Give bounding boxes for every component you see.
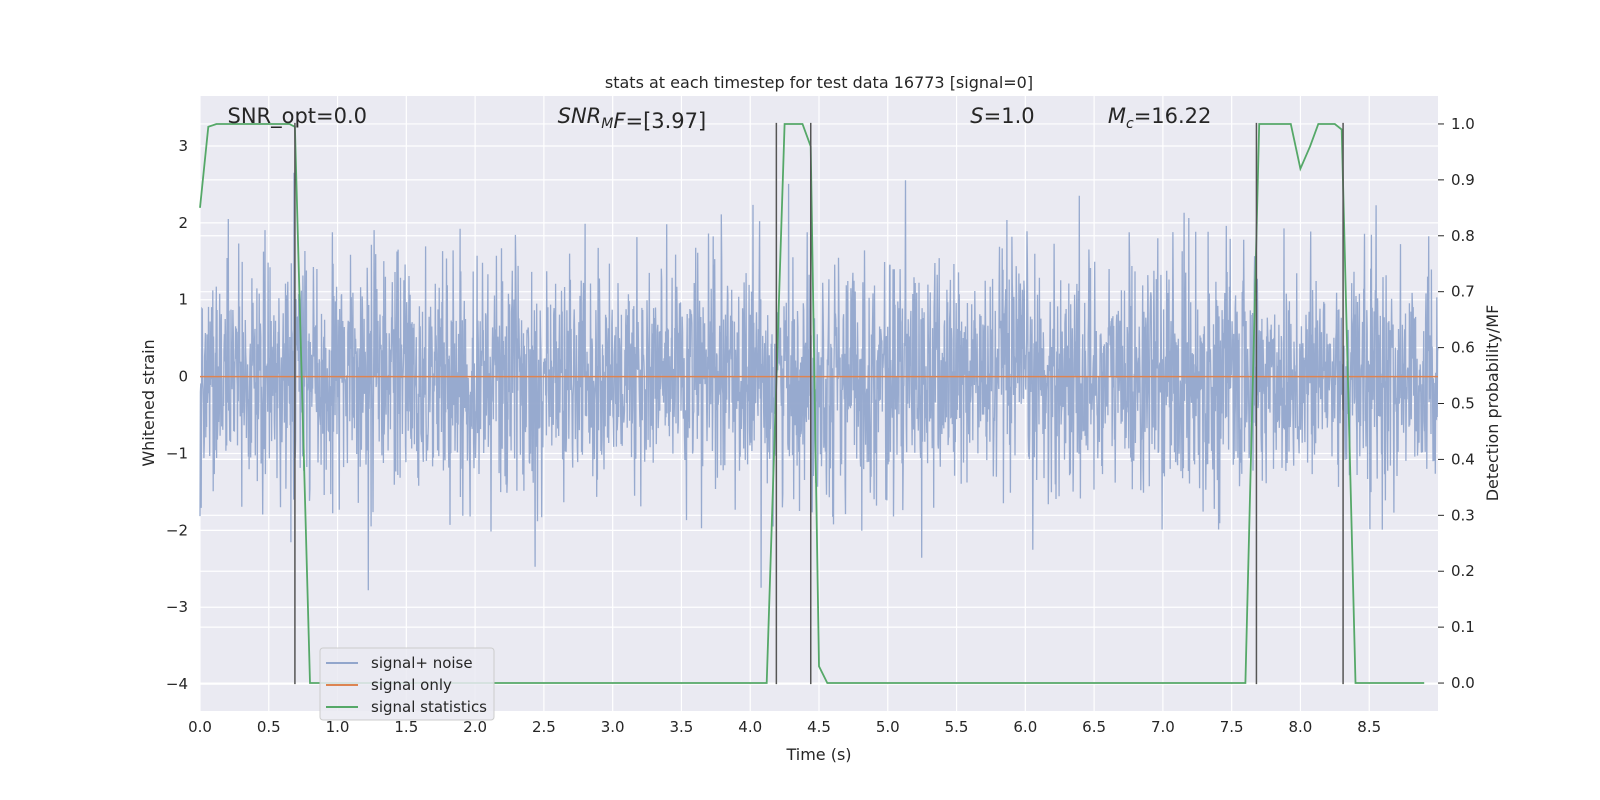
- x-tick-label: 3.0: [601, 718, 625, 736]
- series-lines: [199, 123, 1438, 684]
- series-signal-noise: [199, 172, 1439, 591]
- y-tick-label: −1: [166, 444, 188, 462]
- y-tick-label: −4: [166, 675, 188, 693]
- x-tick-label: 0.0: [188, 718, 212, 736]
- y2-tick-label: 0.4: [1451, 450, 1475, 468]
- annotation-1: SNR_opt=0.0: [228, 104, 368, 129]
- tick-labels: 0.0 0.5 1.0 1.5 2.0 2.5 3.0 3.5 4.0 4.5 5.0 5.5 6.0 6…: [166, 115, 1475, 736]
- signal-statistics-line: [199, 123, 1425, 684]
- y2-tick-label: 0.6: [1451, 339, 1475, 357]
- x-tick-label: 8.5: [1357, 718, 1381, 736]
- y2-axis-label: Detection probability/MF: [1483, 305, 1502, 502]
- vertical-markers: [294, 122, 1344, 685]
- y2-tick-label: 0.2: [1451, 562, 1475, 580]
- y2-tick-label: 1.0: [1451, 115, 1475, 133]
- annotations: SNR_opt=0.0 SNRMF=[3.97] S=1.0 Mc=16.22: [228, 104, 1212, 133]
- legend-label: signal statistics: [371, 698, 487, 716]
- legend-box: [319, 647, 495, 721]
- x-tick-label: 5.0: [876, 718, 900, 736]
- annotation-2: SNRMF=[3.97]: [558, 104, 707, 133]
- y2-tick-label: 0.5: [1451, 395, 1475, 413]
- x-tick-label: 6.5: [1082, 718, 1106, 736]
- y-tick-label: 2: [178, 214, 188, 232]
- x-tick-label: 2.0: [463, 718, 487, 736]
- x-tick-label: 2.5: [532, 718, 556, 736]
- annotation-4: Mc=16.22: [1108, 104, 1212, 132]
- chart-title: stats at each timestep for test data 167…: [605, 73, 1033, 92]
- y2-tick-label: 0.8: [1451, 227, 1475, 245]
- x-tick-label: 1.5: [394, 718, 418, 736]
- noise-line: [199, 172, 1439, 591]
- legend: signal+ noise signal only signal statistic…: [319, 647, 495, 721]
- y2-tick-label: 0.3: [1451, 506, 1475, 524]
- y2-tick-label: 0.0: [1451, 674, 1475, 692]
- y-axis-label: Whitened strain: [139, 339, 158, 466]
- x-tick-label: 1.0: [326, 718, 350, 736]
- legend-label: signal only: [371, 676, 452, 694]
- x-tick-label: 8.0: [1289, 718, 1313, 736]
- y-tick-label: 3: [178, 137, 188, 155]
- legend-label: signal+ noise: [371, 654, 473, 672]
- x-tick-label: 4.0: [738, 718, 762, 736]
- x-tick-label: 7.0: [1151, 718, 1175, 736]
- y-tick-label: 0: [178, 368, 188, 386]
- y-tick-label: −3: [166, 598, 188, 616]
- y2-tick-label: 0.1: [1451, 618, 1475, 636]
- y-tick-label: 1: [178, 291, 188, 309]
- x-tick-label: 4.5: [807, 718, 831, 736]
- x-tick-label: 0.5: [257, 718, 281, 736]
- x-tick-label: 3.5: [670, 718, 694, 736]
- y-tick-label: −2: [166, 521, 188, 539]
- x-tick-label: 6.0: [1013, 718, 1037, 736]
- x-tick-label: 7.5: [1220, 718, 1244, 736]
- x-tick-label: 5.5: [945, 718, 969, 736]
- y2-tick-label: 0.9: [1451, 171, 1475, 189]
- annotation-3: S=1.0: [970, 104, 1034, 128]
- y2-tick-label: 0.7: [1451, 283, 1475, 301]
- x-axis-label: Time (s): [785, 745, 851, 764]
